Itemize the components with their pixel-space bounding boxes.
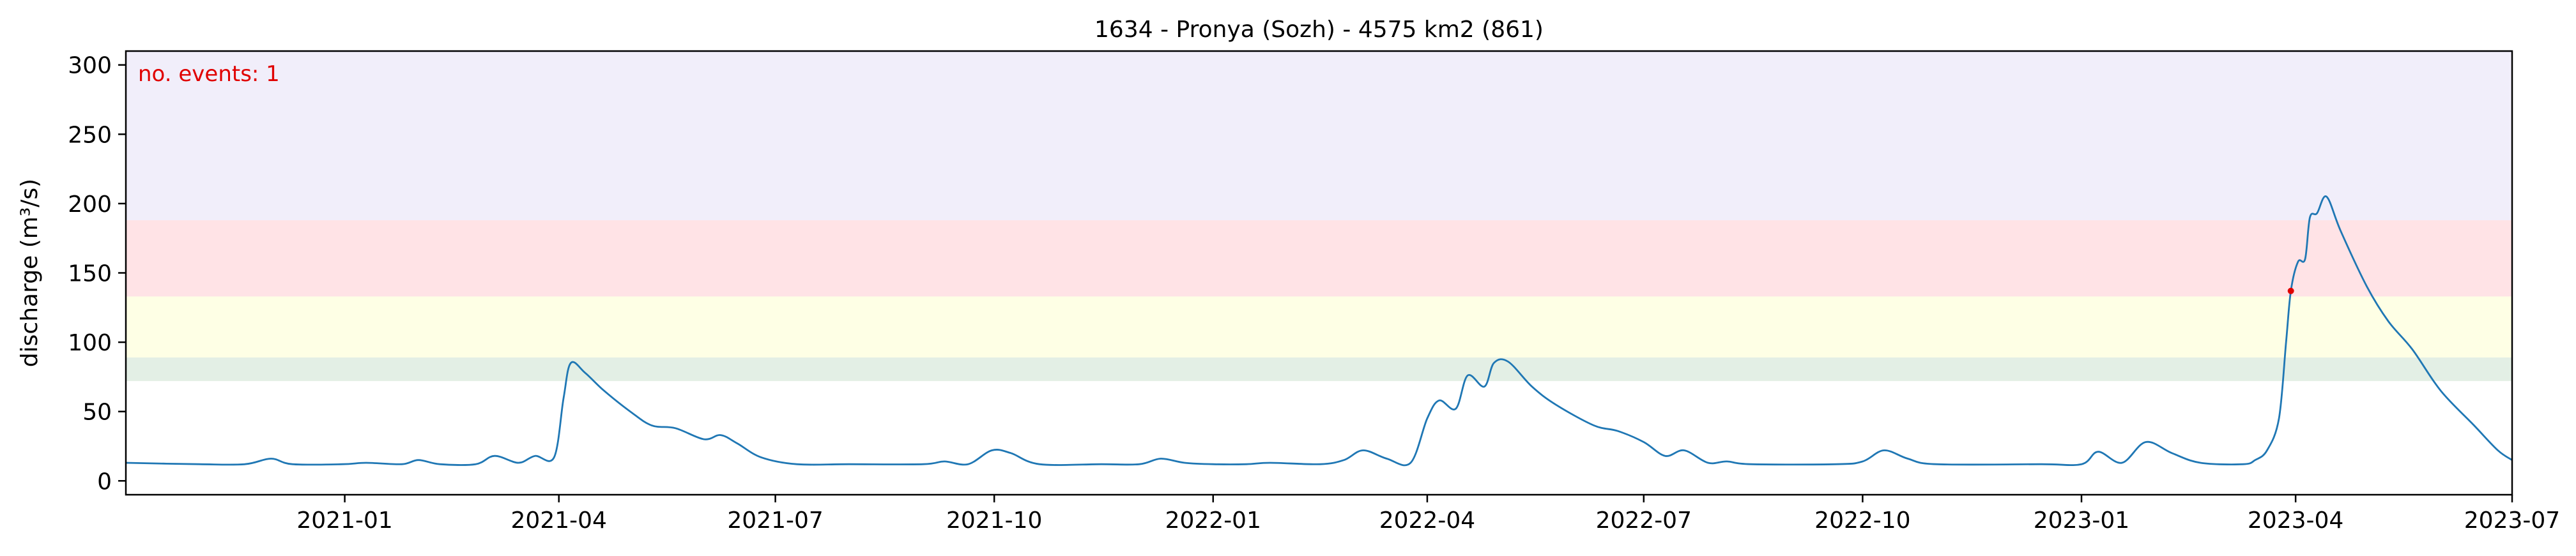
- threshold-band-1: [126, 296, 2512, 357]
- x-tick-label-4: 2022-01: [1165, 507, 1261, 534]
- y-axis-label: discharge (m³/s): [17, 179, 43, 367]
- series-layer: [125, 195, 2513, 467]
- x-tick-label-0: 2021-01: [296, 507, 392, 534]
- x-tick-label-1: 2021-04: [511, 507, 607, 534]
- event-marker-0: [2287, 287, 2294, 294]
- y-tick-label-2: 100: [68, 330, 112, 356]
- y-tick-label-6: 300: [68, 53, 112, 79]
- x-axis: 2021-01 2021-04 2021-07 2021-10 2022-01 2022-…: [296, 495, 2560, 534]
- threshold-bands: [126, 51, 2512, 381]
- x-tick-label-8: 2023-01: [2034, 507, 2129, 534]
- x-tick-label-5: 2022-04: [1379, 507, 1475, 534]
- chart-title: 1634 - Pronya (Sozh) - 4575 km2 (861): [1094, 17, 1544, 43]
- y-axis: 0 50 100 150 200 250 300: [68, 53, 126, 495]
- x-tick-label-10: 2023-07: [2464, 507, 2560, 534]
- y-tick-label-4: 200: [68, 192, 112, 218]
- x-tick-label-9: 2023-04: [2248, 507, 2343, 534]
- event-markers: [2287, 287, 2294, 294]
- y-tick-label-3: 150: [68, 261, 112, 287]
- x-tick-label-2: 2021-07: [727, 507, 823, 534]
- threshold-band-0: [126, 357, 2512, 381]
- x-tick-label-7: 2022-10: [1814, 507, 1910, 534]
- x-tick-label-3: 2021-10: [946, 507, 1042, 534]
- discharge-series-line-0: [125, 195, 2513, 467]
- y-tick-label-1: 50: [82, 400, 112, 426]
- threshold-band-2: [126, 220, 2512, 297]
- threshold-band-3: [126, 51, 2512, 220]
- y-tick-label-0: 0: [97, 469, 112, 495]
- x-tick-label-6: 2022-07: [1596, 507, 1692, 534]
- y-tick-label-5: 250: [68, 122, 112, 148]
- event-count-annotation: no. events: 1: [138, 61, 280, 87]
